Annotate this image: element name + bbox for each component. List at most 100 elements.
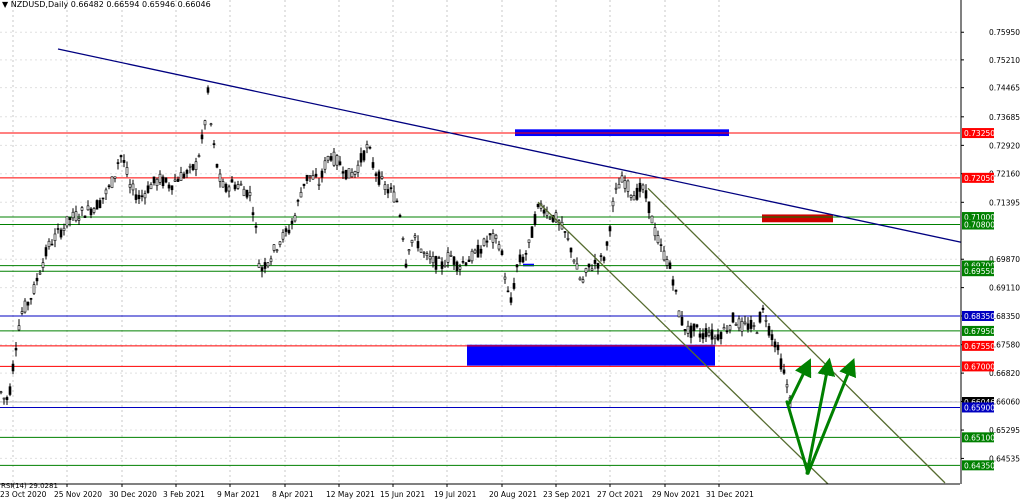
dropdown-icon[interactable]: ▼ [2, 0, 9, 9]
candle-body [287, 229, 291, 234]
candle-body [371, 162, 375, 168]
candle-body [257, 263, 261, 268]
candle-body [518, 254, 522, 263]
candle-body [56, 228, 60, 230]
candle-body [620, 175, 624, 183]
trendlines[interactable] [57, 48, 1017, 485]
time-tick-label: 8 Apr 2021 [272, 490, 314, 499]
main-down-trendline [57, 48, 1017, 255]
price-tick-label: 0.71395 [989, 198, 1020, 207]
level-tag-bg [962, 402, 994, 413]
candle-body [362, 150, 366, 161]
candle-body [131, 183, 135, 191]
candle-body [383, 184, 387, 190]
candle-body [509, 297, 513, 303]
candle-body [158, 173, 162, 183]
candle-body [548, 217, 552, 220]
symbol-label: NZDUSD,Daily [10, 0, 69, 9]
time-tick-label: 23 Oct 2020 [0, 490, 47, 499]
candle-body [188, 165, 192, 168]
candle-body [497, 244, 501, 250]
symbol-header: ▼ NZDUSD,Daily 0.66482 0.66594 0.65946 0… [2, 0, 211, 9]
price-tick-label: 0.72160 [989, 170, 1020, 179]
candle-body [530, 226, 534, 238]
candle-body [44, 247, 48, 257]
candle-body [566, 238, 570, 240]
level-tag-bg [962, 266, 994, 277]
candle-body [653, 227, 657, 237]
candle-body [68, 217, 72, 221]
candle-body [536, 203, 540, 208]
candle-body [494, 234, 498, 239]
candle-body [431, 256, 435, 264]
candle-body [50, 243, 54, 246]
candle-body [587, 263, 591, 268]
horizontal-levels[interactable] [0, 132, 960, 466]
price-axis[interactable]: 0.75950 0.75210 0.74465 0.73685 0.72920 0.721… [960, 0, 1024, 484]
candle-body [0, 391, 3, 394]
candle-body [170, 185, 174, 191]
price-tick-label: 0.75950 [989, 28, 1020, 37]
candle-body [491, 233, 495, 243]
candle-body [290, 220, 294, 224]
candle-body [323, 160, 327, 170]
candle-body [434, 256, 438, 270]
candle-body [392, 191, 396, 203]
candle-body [467, 259, 471, 262]
candle-body [164, 177, 168, 183]
candle-body [149, 184, 153, 190]
candle-body [515, 264, 519, 268]
candle-body [110, 176, 114, 188]
time-axis[interactable]: 23 Oct 2020 25 Nov 2020 30 Dec 2020 3 Feb 2… [0, 483, 960, 499]
candle-body [230, 179, 234, 183]
scenario-arrow-1 [787, 358, 812, 405]
candle-body [74, 211, 78, 221]
price-tick-label: 0.72920 [989, 141, 1020, 150]
candle-body [740, 321, 744, 332]
candle-body [221, 181, 225, 188]
candle-body [197, 155, 201, 157]
price-tick-label: 0.69110 [989, 284, 1020, 293]
candle-body [503, 276, 507, 280]
candle-body [689, 325, 693, 338]
candle-body [656, 235, 660, 244]
candle-body [779, 358, 783, 370]
candle-body [572, 259, 576, 263]
candle-body [590, 268, 594, 271]
candle-body [215, 163, 219, 168]
candle-body [674, 289, 678, 292]
candle-body [248, 192, 252, 196]
time-tick-label: 3 Feb 2021 [163, 490, 205, 499]
candle-body [275, 249, 279, 252]
candle-body [365, 144, 369, 149]
level-tag-label: 0.67550 [964, 342, 995, 351]
candle-body [242, 188, 246, 197]
candle-body [374, 173, 378, 176]
candle-body [347, 168, 351, 179]
candle-body [227, 186, 231, 192]
price-tick-label: 0.65295 [989, 426, 1020, 435]
candle-body [185, 169, 189, 174]
level-tag-bg [962, 172, 994, 183]
candle-body [104, 189, 108, 195]
candle-body [305, 174, 309, 181]
candle-body [116, 162, 120, 164]
candle-body [500, 250, 504, 255]
candle-body [332, 151, 336, 166]
candle-body [53, 233, 57, 241]
price-tick-label: 0.66060 [989, 397, 1020, 406]
candle-body [692, 323, 696, 332]
candle-body [143, 193, 147, 199]
candle-body [311, 175, 315, 180]
candle-body [644, 190, 648, 199]
candle-body [599, 255, 603, 257]
level-tag-label: 0.69700 [964, 262, 995, 271]
candle-body [608, 226, 612, 232]
level-tag-label: 0.64350 [964, 461, 995, 470]
level-tag-bg [962, 460, 994, 471]
time-tick-label: 19 Jul 2021 [434, 490, 477, 499]
candle-body [65, 216, 69, 227]
